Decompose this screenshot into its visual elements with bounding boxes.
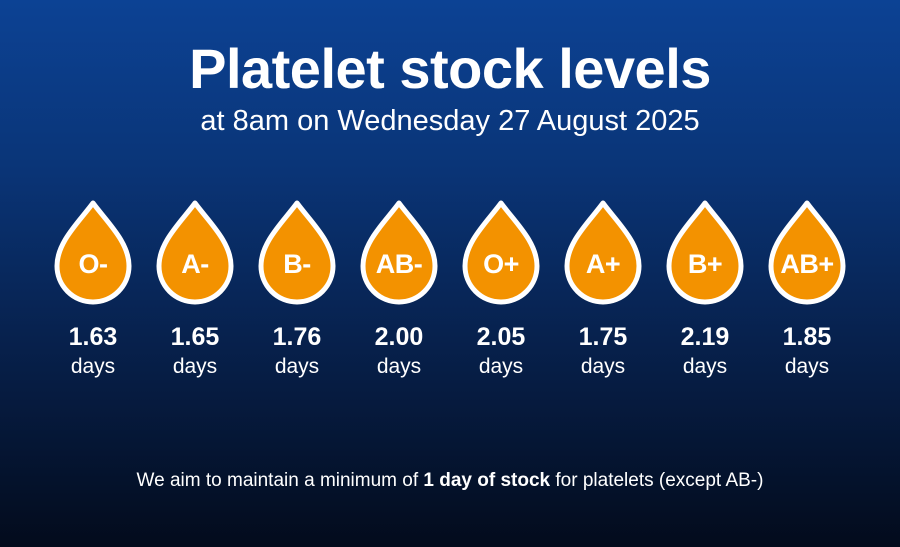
- blood-group-item: A+ 1.75 days: [553, 200, 653, 390]
- note-emphasis: 1 day of stock: [423, 470, 551, 491]
- stock-days-value: 2.19: [680, 323, 730, 351]
- blood-group-item: O+ 2.05 days: [451, 200, 551, 390]
- blood-group-label: B-: [283, 249, 311, 279]
- blood-drop-icon: [54, 200, 132, 305]
- stock-days-unit: days: [580, 355, 626, 378]
- note-text-end: for platelets (except AB-): [550, 470, 764, 491]
- blood-group-label: A+: [585, 249, 621, 279]
- stock-days-unit: days: [682, 355, 728, 378]
- stock-days-value: 1.75: [578, 323, 628, 351]
- stock-days-unit: days: [172, 355, 218, 378]
- blood-drop-icon: [156, 200, 234, 305]
- blood-drop-icon: [666, 200, 744, 305]
- stock-days-unit: days: [478, 355, 524, 378]
- blood-drop-icon: [564, 200, 642, 305]
- stock-target-note: We aim to maintain a minimum of 1 day of…: [0, 468, 900, 494]
- blood-group-list: O- 1.63 days A- 1.65 days B- 1.76 days A…: [0, 200, 900, 400]
- stock-days-value: 1.76: [272, 323, 322, 351]
- blood-group-label: O-: [78, 249, 109, 279]
- page-title: Platelet stock levels: [189, 37, 711, 100]
- stock-days-value: 2.00: [374, 323, 424, 351]
- stock-days-unit: days: [784, 355, 830, 378]
- blood-group-item: A- 1.65 days: [145, 200, 245, 390]
- blood-group-item: AB+ 1.85 days: [757, 200, 857, 390]
- blood-drop-icon: [462, 200, 540, 305]
- note-text: We aim to maintain a minimum of: [136, 470, 424, 491]
- blood-group-item: AB- 2.00 days: [349, 200, 449, 390]
- blood-group-item: B+ 2.19 days: [655, 200, 755, 390]
- stock-days-value: 1.65: [170, 323, 220, 351]
- stock-days-unit: days: [70, 355, 116, 378]
- stock-days-value: 1.85: [782, 323, 832, 351]
- stock-days-value: 1.63: [68, 323, 118, 351]
- blood-group-item: O- 1.63 days: [43, 200, 143, 390]
- blood-group-item: B- 1.76 days: [247, 200, 347, 390]
- page-subtitle: at 8am on Wednesday 27 August 2025: [200, 105, 700, 137]
- blood-group-label: AB+: [780, 249, 834, 279]
- blood-group-label: AB-: [375, 249, 423, 279]
- stock-days-unit: days: [274, 355, 320, 378]
- stock-days-value: 2.05: [476, 323, 526, 351]
- blood-drop-icon: [360, 200, 438, 305]
- blood-group-label: O+: [483, 249, 519, 279]
- blood-group-label: B+: [687, 249, 723, 279]
- blood-drop-icon: [258, 200, 336, 305]
- blood-group-label: A-: [181, 249, 209, 279]
- blood-drop-icon: [768, 200, 846, 305]
- stock-days-unit: days: [376, 355, 422, 378]
